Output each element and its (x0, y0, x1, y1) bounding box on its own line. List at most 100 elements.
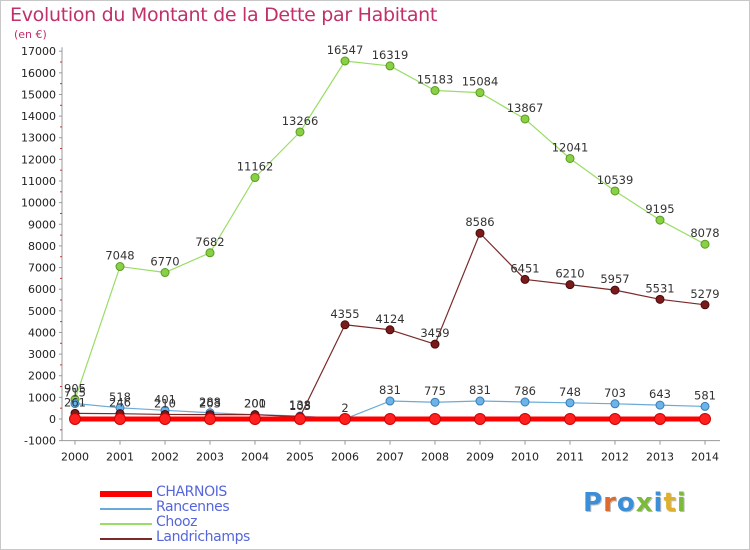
data-label-landrichamps: 3459 (420, 326, 449, 340)
data-label-rancennes: 775 (424, 384, 446, 398)
data-label-rancennes: 138 (289, 398, 311, 412)
y-tick-label: 15000 (21, 88, 56, 101)
y-tick-label: 14000 (21, 110, 56, 123)
data-point-rancennes (655, 400, 665, 410)
legend-label: Landrichamps (156, 529, 250, 545)
data-point-chooz (565, 153, 575, 163)
x-tick-label: 2014 (691, 451, 719, 464)
data-point-landrichamps (655, 294, 665, 304)
data-label-landrichamps: 201 (244, 397, 266, 411)
data-label-rancennes: 200 (244, 397, 266, 411)
x-tick-label: 2010 (511, 451, 539, 464)
x-tick-label: 2003 (196, 451, 224, 464)
y-tick-label: 12000 (21, 153, 56, 166)
data-point-charnois (564, 413, 576, 425)
data-label-rancennes: 288 (199, 395, 221, 409)
legend-swatch (100, 523, 152, 525)
data-point-charnois (429, 413, 441, 425)
data-label-rancennes: 581 (694, 388, 716, 402)
data-label-chooz: 16547 (327, 43, 364, 57)
data-label-chooz: 11162 (237, 160, 274, 174)
data-point-landrichamps (475, 228, 485, 238)
data-point-chooz (340, 56, 350, 66)
data-label-rancennes: 748 (559, 385, 581, 399)
data-label-chooz: 15183 (417, 73, 454, 87)
data-label-chooz: 13266 (282, 114, 319, 128)
data-label-landrichamps: 6210 (555, 267, 584, 281)
legend-swatch (100, 538, 152, 540)
legend-swatch (100, 508, 152, 510)
x-tick-label: 2007 (376, 451, 404, 464)
data-label-rancennes: 2 (341, 401, 348, 415)
data-label-rancennes: 703 (604, 386, 626, 400)
y-tick-label: 3000 (28, 348, 56, 361)
data-point-rancennes (385, 396, 395, 406)
data-point-chooz (700, 239, 710, 249)
data-point-chooz (610, 186, 620, 196)
chart-title: Evolution du Montant de la Dette par Hab… (10, 4, 438, 26)
data-point-landrichamps (610, 285, 620, 295)
x-tick-label: 2001 (106, 451, 134, 464)
y-tick-label: 2000 (28, 370, 56, 383)
data-point-landrichamps (340, 320, 350, 330)
data-point-landrichamps (385, 325, 395, 335)
data-label-landrichamps: 5957 (600, 272, 629, 286)
legend-swatch (100, 491, 152, 497)
data-point-landrichamps (520, 274, 530, 284)
data-point-charnois (654, 413, 666, 425)
x-tick-label: 2002 (151, 451, 179, 464)
data-label-landrichamps: 4124 (375, 312, 404, 326)
data-label-rancennes: 831 (469, 383, 491, 397)
legend-label: Chooz (156, 514, 198, 530)
data-point-chooz (520, 114, 530, 124)
y-tick-label: -1000 (24, 435, 56, 448)
data-point-rancennes (520, 397, 530, 407)
data-point-chooz (295, 127, 305, 137)
data-point-rancennes (610, 399, 620, 409)
data-point-charnois (609, 413, 621, 425)
x-tick-label: 2000 (61, 451, 89, 464)
x-tick-label: 2005 (286, 451, 314, 464)
x-tick-label: 2004 (241, 451, 269, 464)
data-point-chooz (430, 86, 440, 96)
y-tick-label: 9000 (28, 218, 56, 231)
data-label-rancennes: 518 (109, 390, 131, 404)
y-tick-label: 11000 (21, 175, 56, 188)
data-label-landrichamps: 210 (154, 396, 176, 410)
data-point-chooz (115, 262, 125, 272)
data-label-chooz: 6770 (150, 255, 179, 269)
data-point-chooz (475, 88, 485, 98)
data-label-rancennes: 715 (64, 386, 86, 400)
data-point-chooz (385, 61, 395, 71)
data-point-landrichamps (430, 339, 440, 349)
data-point-charnois (159, 413, 171, 425)
data-label-chooz: 10539 (597, 173, 634, 187)
data-label-chooz: 13867 (507, 101, 544, 115)
data-label-landrichamps: 5279 (690, 287, 719, 301)
data-label-landrichamps: 246 (109, 396, 131, 410)
x-tick-label: 2006 (331, 451, 359, 464)
data-point-landrichamps (700, 300, 710, 310)
data-label-rancennes: 786 (514, 384, 536, 398)
data-point-chooz (205, 248, 215, 258)
data-label-rancennes: 643 (649, 387, 671, 401)
data-label-landrichamps: 4355 (330, 307, 359, 321)
x-tick-label: 2009 (466, 451, 494, 464)
legend-label: Rancennes (156, 499, 230, 515)
data-label-chooz: 8078 (690, 226, 719, 240)
data-point-charnois (474, 413, 486, 425)
data-point-charnois (294, 413, 306, 425)
data-point-rancennes (565, 398, 575, 408)
data-point-chooz (160, 268, 170, 278)
legend-label: CHARNOIS (156, 484, 227, 500)
data-label-chooz: 15084 (462, 75, 499, 89)
y-tick-label: 17000 (21, 45, 56, 58)
x-tick-label: 2012 (601, 451, 629, 464)
x-tick-label: 2011 (556, 451, 584, 464)
data-point-charnois (204, 413, 216, 425)
data-point-chooz (250, 173, 260, 183)
data-point-landrichamps (565, 280, 575, 290)
data-point-charnois (114, 413, 126, 425)
data-point-charnois (339, 413, 351, 425)
